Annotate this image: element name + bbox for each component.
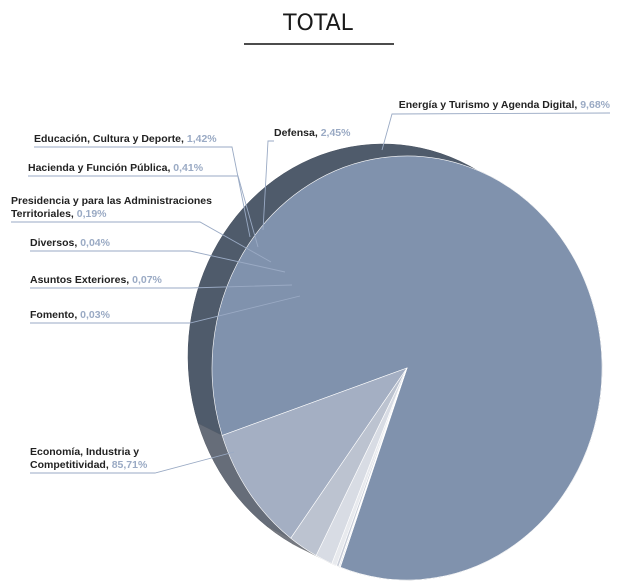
pie-labels: Economía, Industria y Competitividad, 85,… [11, 99, 611, 471]
pie-label-8: Fomento, 0,03% [30, 309, 111, 321]
pie-slice-1 [221, 367, 408, 539]
chart-title: TOTAL [282, 11, 354, 36]
pie-leader-0 [30, 451, 235, 474]
pie-leader-8 [30, 295, 301, 324]
pie-leader-5 [11, 221, 272, 263]
pie-label-6: Diversos, 0,04% [30, 237, 111, 249]
pie-slice-8 [339, 367, 408, 568]
pie-label-7: Asuntos Exteriores, 0,07% [30, 274, 163, 286]
pie-label-3: Educación, Cultura y Deporte, 1,42% [34, 133, 217, 145]
pie-leader-6 [30, 250, 286, 273]
pie-leaders [11, 112, 611, 474]
pie-label-2: Defensa, 2,45% [274, 127, 351, 139]
pie-leader-2 [262, 140, 274, 231]
pie-leader-7 [30, 284, 293, 289]
pie-label-5: Presidencia y para las Administraciones T… [11, 195, 212, 220]
pie-label-1: Energía y Turismo y Agenda Digital, 9,68… [399, 99, 611, 111]
pie-leader-4 [28, 175, 259, 248]
pie-slices [211, 155, 603, 581]
pie-leader-3 [34, 146, 251, 238]
pie-label-0: Economía, Industria y Competitividad, 85,… [30, 446, 148, 471]
pie-leader-1 [381, 112, 611, 151]
pie-label-4: Hacienda y Función Pública, 0,41% [28, 162, 204, 174]
